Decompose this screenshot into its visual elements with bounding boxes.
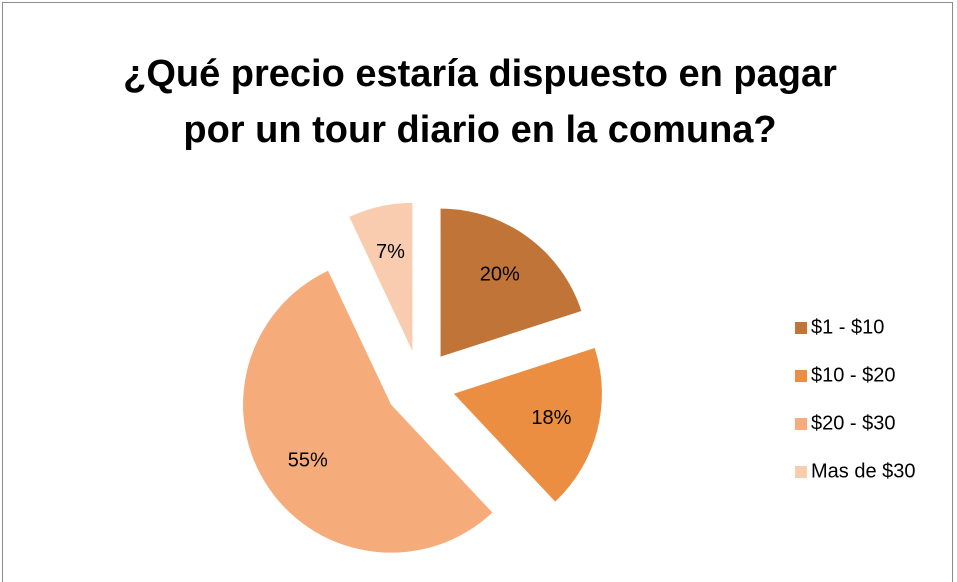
data-label: 18% xyxy=(531,407,571,429)
legend-label: $1 - $10 xyxy=(811,316,884,338)
chart-title: ¿Qué precio estaría dispuesto en pagar p… xyxy=(123,53,837,151)
pie-slice xyxy=(440,208,582,357)
legend-swatch xyxy=(795,466,807,478)
legend-swatch xyxy=(795,322,807,334)
legend-swatch xyxy=(795,418,807,430)
pie-slice xyxy=(349,202,413,351)
data-label: 7% xyxy=(376,241,405,263)
data-label: 20% xyxy=(480,264,520,286)
legend-swatch xyxy=(795,370,807,382)
pie-slice xyxy=(453,347,602,502)
legend-label: Mas de $30 xyxy=(811,460,916,482)
pie-slice xyxy=(243,270,493,553)
legend-label: $10 - $20 xyxy=(811,364,896,386)
data-label: 55% xyxy=(288,450,328,472)
legend-label: $20 - $30 xyxy=(811,412,896,434)
